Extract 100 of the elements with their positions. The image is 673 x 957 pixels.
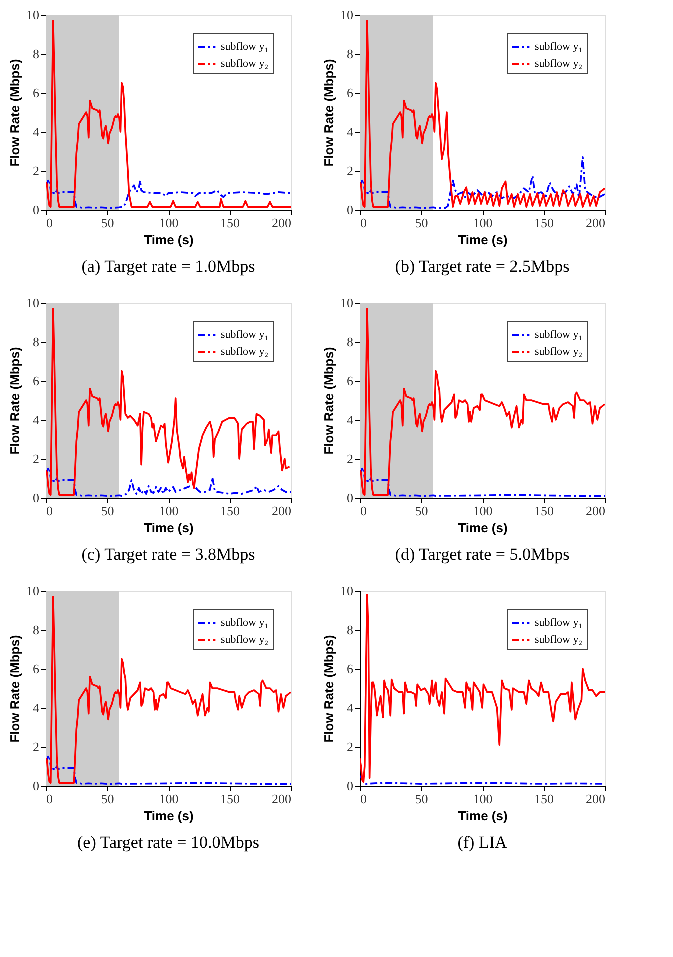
y-tick-label: 2: [347, 452, 354, 466]
legend-label: subflow y₁: [221, 617, 269, 629]
legend-label: subflow y₁: [535, 329, 583, 341]
y-tick-label: 6: [347, 374, 354, 388]
x-tick-label: 100: [159, 216, 179, 230]
line-series: [46, 308, 291, 496]
y-tick-label: 10: [340, 584, 354, 598]
y-axis-title: Flow Rate (Mbps): [8, 59, 22, 167]
x-tick-label: 0: [46, 216, 53, 230]
legend-label: subflow y₂: [221, 58, 269, 70]
y-tick-label: 0: [33, 490, 40, 506]
y-tick-label: 4: [347, 700, 354, 716]
x-tick-label: 200: [272, 216, 292, 230]
y-tick-label: 2: [347, 164, 354, 178]
x-tick-label: 200: [586, 504, 606, 518]
y-tick-label: 8: [33, 46, 40, 62]
y-axis-title: Flow Rate (Mbps): [322, 635, 336, 743]
x-tick-label: 150: [220, 504, 240, 518]
legend-label: subflow y₂: [535, 634, 583, 646]
y-tick-label: 6: [33, 662, 40, 676]
y-tick-label: 4: [347, 124, 354, 140]
y-tick-label: 4: [33, 412, 40, 428]
y-tick-label: 0: [347, 202, 354, 218]
y-tick-label: 0: [33, 778, 40, 794]
y-tick-label: 6: [347, 86, 354, 100]
text: (e) Target rate = 10.0Mbps: [78, 833, 260, 852]
legend-label: subflow y₁: [221, 329, 269, 341]
x-tick-label: 200: [586, 792, 606, 806]
x-axis-title: Time (s): [458, 232, 508, 248]
y-tick-label: 0: [33, 202, 40, 218]
x-tick-label: 100: [473, 504, 493, 518]
text: (a) Target rate = 1.0Mbps: [82, 257, 256, 276]
x-tick-label: 150: [534, 216, 554, 230]
x-tick-label: 200: [586, 216, 606, 230]
y-tick-label: 8: [347, 622, 354, 638]
y-axis-title: Flow Rate (Mbps): [322, 59, 336, 167]
y-axis-title: Flow Rate (Mbps): [8, 347, 22, 455]
legend-label: subflow y₁: [535, 41, 583, 53]
y-tick-label: 10: [340, 8, 354, 22]
x-tick-label: 150: [534, 792, 554, 806]
y-axis-title: Flow Rate (Mbps): [322, 347, 336, 455]
x-tick-label: 100: [473, 792, 493, 806]
y-tick-label: 6: [33, 86, 40, 100]
x-tick-label: 50: [415, 504, 428, 518]
x-tick-label: 0: [46, 792, 53, 806]
x-tick-label: 200: [272, 792, 292, 806]
legend-label: subflow y₂: [221, 346, 269, 358]
y-tick-label: 10: [26, 584, 40, 598]
legend-label: subflow y₂: [535, 346, 583, 358]
y-tick-label: 6: [347, 662, 354, 676]
line-series: [46, 20, 291, 208]
y-tick-label: 2: [33, 740, 40, 754]
legend-label: subflow y₁: [535, 617, 583, 629]
x-tick-label: 150: [220, 216, 240, 230]
y-tick-label: 4: [347, 412, 354, 428]
x-tick-label: 0: [46, 504, 53, 518]
legend-label: subflow y₂: [221, 634, 269, 646]
legend-label: subflow y₂: [535, 58, 583, 70]
text: (b) Target rate = 2.5Mbps: [395, 257, 570, 276]
y-tick-label: 10: [26, 8, 40, 22]
x-axis-title: Time (s): [458, 520, 508, 536]
line-series: [360, 20, 605, 208]
y-tick-label: 0: [347, 778, 354, 794]
x-axis-title: Time (s): [144, 520, 194, 536]
y-tick-label: 2: [33, 452, 40, 466]
text: (d) Target rate = 5.0Mbps: [395, 545, 570, 564]
y-tick-label: 10: [340, 296, 354, 310]
text: (c) Target rate = 3.8Mbps: [82, 545, 256, 564]
y-tick-label: 10: [26, 296, 40, 310]
y-tick-label: 8: [33, 334, 40, 350]
y-axis-title: Flow Rate (Mbps): [8, 635, 22, 743]
y-tick-label: 2: [347, 740, 354, 754]
line-series: [360, 594, 605, 783]
x-axis-title: Time (s): [458, 808, 508, 824]
x-axis-title: Time (s): [144, 808, 194, 824]
y-tick-label: 8: [33, 622, 40, 638]
x-tick-label: 0: [360, 792, 367, 806]
y-tick-label: 0: [347, 490, 354, 506]
y-tick-label: 4: [33, 124, 40, 140]
x-tick-label: 50: [101, 792, 114, 806]
x-tick-label: 50: [415, 216, 428, 230]
x-tick-label: 150: [534, 504, 554, 518]
text: (f) LIA: [458, 833, 508, 852]
y-tick-label: 8: [347, 46, 354, 62]
x-tick-label: 50: [101, 504, 114, 518]
x-tick-label: 200: [272, 504, 292, 518]
x-tick-label: 0: [360, 504, 367, 518]
x-tick-label: 100: [159, 504, 179, 518]
y-tick-label: 4: [33, 700, 40, 716]
y-tick-label: 6: [33, 374, 40, 388]
x-tick-label: 150: [220, 792, 240, 806]
y-tick-label: 2: [33, 164, 40, 178]
x-tick-label: 50: [415, 792, 428, 806]
line-series: [46, 596, 291, 784]
legend-label: subflow y₁: [221, 41, 269, 53]
x-tick-label: 100: [473, 216, 493, 230]
x-tick-label: 100: [159, 792, 179, 806]
x-tick-label: 50: [101, 216, 114, 230]
y-tick-label: 8: [347, 334, 354, 350]
line-series: [360, 308, 605, 496]
